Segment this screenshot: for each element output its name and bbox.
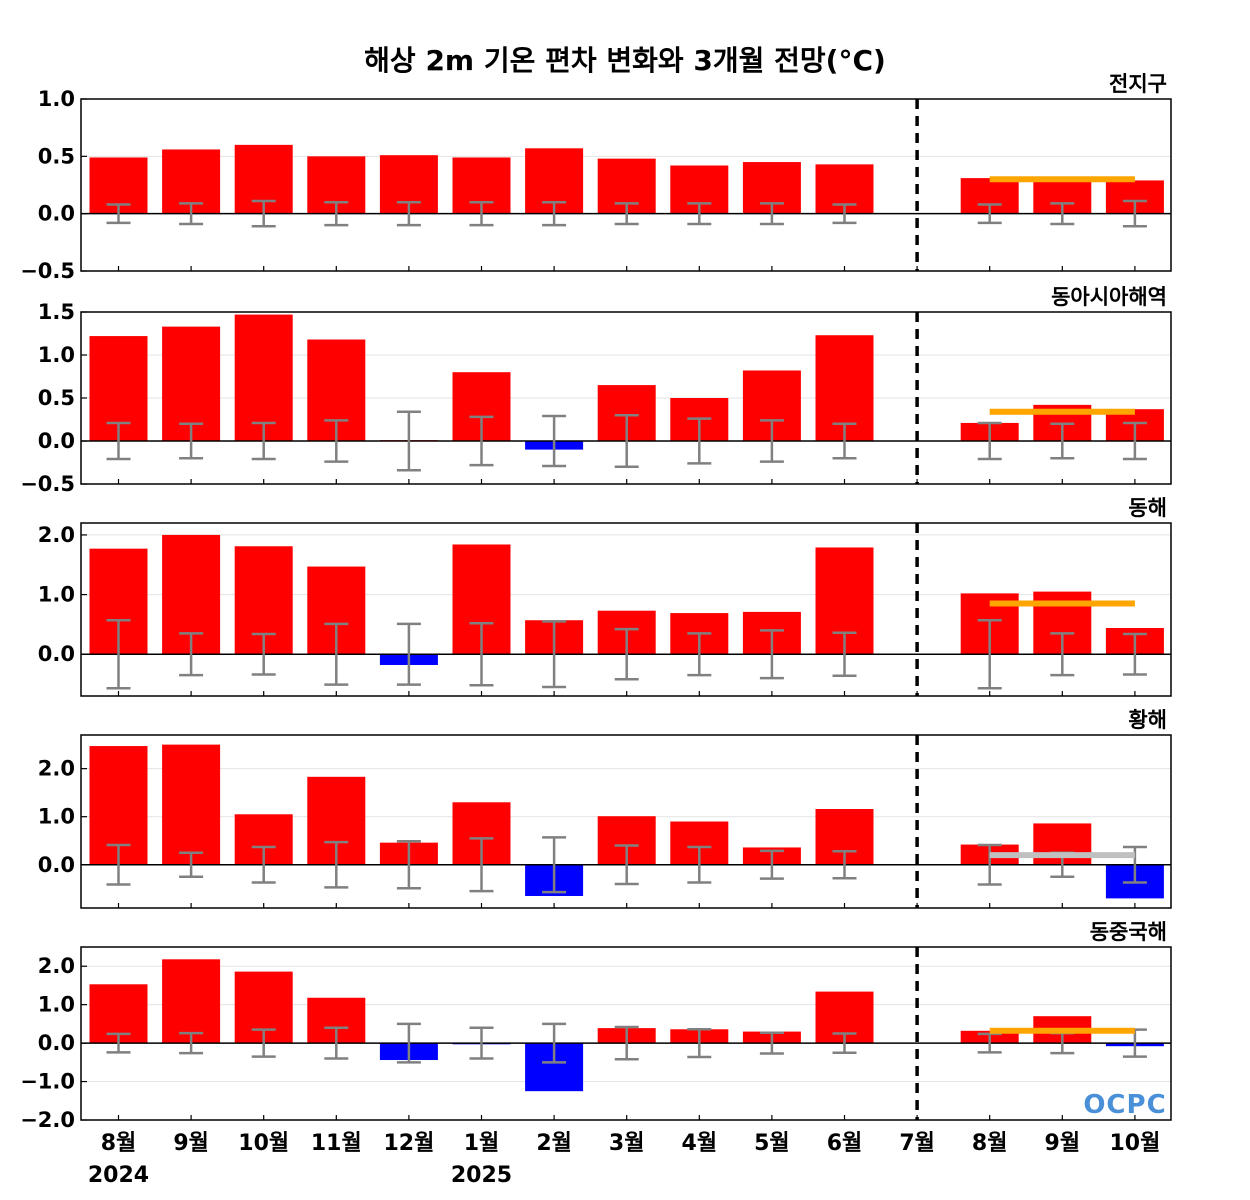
x-axis-labels: 8월 9월 10월 11월 12월 1월 2월 3월 4월 5월 6월 7월 8월 9월 10월 2024 20… bbox=[88, 1131, 1160, 1188]
x-tick-label: 12월 bbox=[383, 1131, 434, 1156]
ocpc-logo: OCPC bbox=[1083, 1090, 1166, 1120]
x-tick-label: 8월 bbox=[101, 1131, 137, 1156]
y-tick-label: 2.0 bbox=[38, 757, 75, 781]
y-tick-label: 1.0 bbox=[38, 993, 75, 1017]
panel-2: −0.5 0.0 0.5 1.0 1.5 동아시아해역 bbox=[20, 285, 1172, 496]
x-tick-label: 9월 bbox=[1045, 1131, 1081, 1156]
y-tick-label: −0.5 bbox=[20, 259, 75, 283]
x-tick-label: 7월 bbox=[899, 1131, 935, 1156]
chart-panels: −0.5 0.0 0.5 1.0 전지구 −0.5 0.0 0.5 1.0 1.5 동아시아해역 0.… bbox=[20, 72, 1172, 1132]
panel-title: 황해 bbox=[1128, 708, 1167, 732]
y-tick-label: 1.5 bbox=[38, 300, 75, 324]
panel-frame bbox=[80, 946, 1172, 1121]
panel-1: −0.5 0.0 0.5 1.0 전지구 bbox=[20, 72, 1172, 283]
panel-title: 동해 bbox=[1128, 496, 1167, 520]
chart-title: 해상 2m 기온 편차 변화와 3개월 전망(°C) bbox=[364, 44, 886, 77]
bar bbox=[162, 744, 221, 865]
y-tick-label: 2.0 bbox=[38, 523, 75, 547]
y-tick-label: 1.0 bbox=[38, 343, 75, 367]
y-tick-label: 2.0 bbox=[38, 954, 75, 978]
panel-4: 0.0 1.0 2.0 황해 bbox=[38, 708, 1172, 909]
x-tick-label: 8월 bbox=[972, 1131, 1008, 1156]
panel-frame bbox=[80, 522, 1172, 697]
y-tick-label: 0.0 bbox=[38, 202, 75, 226]
x-tick-label: 5월 bbox=[754, 1131, 790, 1156]
bar bbox=[162, 959, 221, 1044]
y-tick-label: 0.5 bbox=[38, 144, 75, 168]
panel-title: 동중국해 bbox=[1090, 920, 1167, 944]
y-tick-label: 1.0 bbox=[38, 805, 75, 829]
ocpc-logo-text: OCPC bbox=[1083, 1090, 1166, 1120]
x-tick-label: 1월 bbox=[464, 1131, 500, 1156]
y-tick-label: −2.0 bbox=[20, 1108, 75, 1132]
x-tick-label: 3월 bbox=[609, 1131, 645, 1156]
y-tick-label: 1.0 bbox=[38, 583, 75, 607]
panel-frame bbox=[80, 734, 1172, 909]
x-tick-label: 2월 bbox=[536, 1131, 572, 1156]
panel-title: 전지구 bbox=[1109, 72, 1167, 96]
y-tick-label: −0.5 bbox=[20, 472, 75, 496]
y-tick-label: 0.5 bbox=[38, 386, 75, 410]
x-tick-label: 10월 bbox=[238, 1131, 289, 1156]
bar bbox=[234, 314, 293, 441]
y-tick-label: 1.0 bbox=[38, 87, 75, 111]
y-tick-label: 0.0 bbox=[38, 429, 75, 453]
year-label: 2024 bbox=[88, 1163, 149, 1188]
x-tick-label: 4월 bbox=[682, 1131, 718, 1156]
x-tick-label: 10월 bbox=[1109, 1131, 1160, 1156]
x-tick-label: 6월 bbox=[827, 1131, 863, 1156]
bar bbox=[162, 326, 221, 441]
year-label: 2025 bbox=[451, 1163, 512, 1188]
panel-3: 0.0 1.0 2.0 동해 bbox=[38, 496, 1172, 697]
x-tick-label: 11월 bbox=[311, 1131, 362, 1156]
y-tick-label: 0.0 bbox=[38, 642, 75, 666]
x-tick-label: 9월 bbox=[173, 1131, 209, 1156]
y-tick-label: −1.0 bbox=[20, 1070, 75, 1094]
panel-title: 동아시아해역 bbox=[1051, 285, 1167, 309]
y-tick-label: 0.0 bbox=[38, 1031, 75, 1055]
y-tick-label: 0.0 bbox=[38, 853, 75, 877]
panel-frame bbox=[80, 98, 1172, 272]
panel-5: −2.0 −1.0 0.0 1.0 2.0 동중국해 bbox=[20, 920, 1172, 1132]
